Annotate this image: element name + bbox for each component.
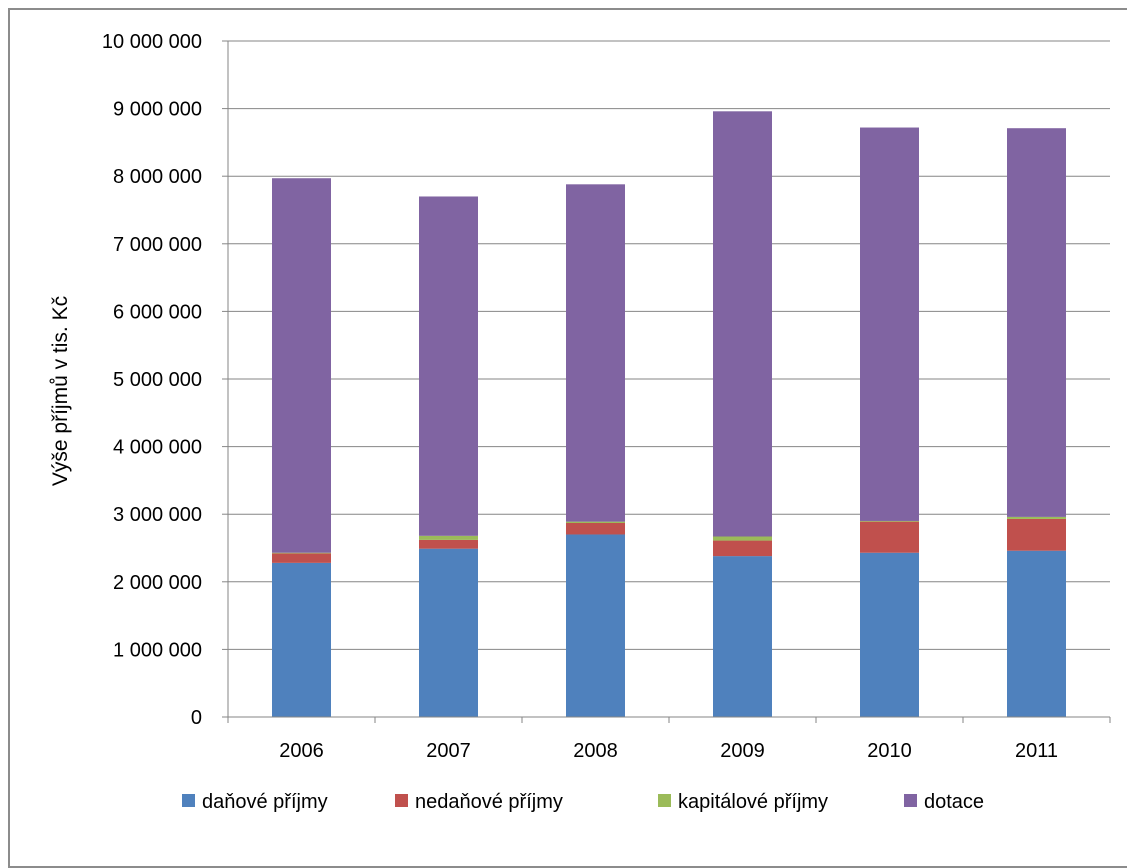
y-tick-label: 8 000 000 bbox=[113, 166, 202, 188]
y-tick-label: 5 000 000 bbox=[113, 369, 202, 391]
bar-segment bbox=[860, 127, 919, 521]
bar-segment bbox=[1007, 128, 1066, 517]
x-tick-label: 2007 bbox=[426, 740, 471, 762]
bar-segment bbox=[566, 522, 625, 535]
y-tick-label: 6 000 000 bbox=[113, 301, 202, 323]
bar-segment bbox=[1007, 518, 1066, 551]
bar-segment bbox=[713, 556, 772, 717]
stacked-bar-chart: 0 1 000 000 2 000 000 3 000 000 4 000 000 5 0… bbox=[49, 31, 1111, 813]
bar-segment bbox=[272, 553, 331, 563]
legend-label: daňové příjmy bbox=[202, 791, 328, 813]
bar-segment bbox=[860, 521, 919, 553]
bar-segment bbox=[419, 535, 478, 540]
bar-segment bbox=[860, 520, 919, 522]
legend: daňové příjmy nedaňové příjmy kapitálové p… bbox=[182, 791, 984, 813]
bar-segment bbox=[566, 521, 625, 523]
y-tick-label: 1 000 000 bbox=[113, 639, 202, 661]
bar-segment bbox=[272, 562, 331, 717]
bar-segment bbox=[419, 196, 478, 536]
legend-label: nedaňové příjmy bbox=[415, 791, 563, 813]
y-tick-label: 9 000 000 bbox=[113, 99, 202, 121]
x-tick-label: 2006 bbox=[279, 740, 324, 762]
bar-segment bbox=[713, 111, 772, 537]
legend-swatch bbox=[182, 794, 195, 807]
y-tick-label: 3 000 000 bbox=[113, 504, 202, 526]
axes bbox=[227, 41, 1111, 723]
bar-segment bbox=[713, 536, 772, 541]
x-tick-label: 2009 bbox=[720, 740, 765, 762]
x-tick-label: 2010 bbox=[867, 740, 912, 762]
legend-swatch bbox=[904, 794, 917, 807]
x-tick-label: 2008 bbox=[573, 740, 618, 762]
bar-segment bbox=[419, 548, 478, 717]
bar-segment bbox=[419, 539, 478, 549]
y-tick-label: 2 000 000 bbox=[113, 572, 202, 594]
gridlines bbox=[222, 40, 1110, 718]
x-tick-label: 2011 bbox=[1015, 740, 1058, 762]
bar-segment bbox=[860, 552, 919, 717]
bars bbox=[272, 111, 1066, 717]
bar-segment bbox=[566, 184, 625, 522]
legend-swatch bbox=[395, 794, 408, 807]
bar-segment bbox=[713, 540, 772, 557]
y-tick-label: 7 000 000 bbox=[113, 234, 202, 256]
y-tick-label: 10 000 000 bbox=[102, 31, 202, 53]
bar-segment bbox=[272, 552, 331, 554]
y-axis-title: Výše příjmů v tis. Kč bbox=[49, 296, 72, 486]
legend-swatch bbox=[658, 794, 671, 807]
legend-label: dotace bbox=[924, 791, 984, 813]
bar-segment bbox=[566, 534, 625, 717]
bar-segment bbox=[1007, 550, 1066, 717]
bar-segment bbox=[272, 178, 331, 553]
y-tick-label: 4 000 000 bbox=[113, 437, 202, 459]
legend-label: kapitálové příjmy bbox=[678, 791, 828, 813]
y-tick-label: 0 bbox=[191, 707, 202, 729]
x-tick-labels: 2006 2007 2008 2009 2010 2011 bbox=[279, 740, 1058, 762]
bar-segment bbox=[1007, 516, 1066, 519]
y-tick-labels: 0 1 000 000 2 000 000 3 000 000 4 000 000 5 0… bbox=[102, 31, 202, 729]
